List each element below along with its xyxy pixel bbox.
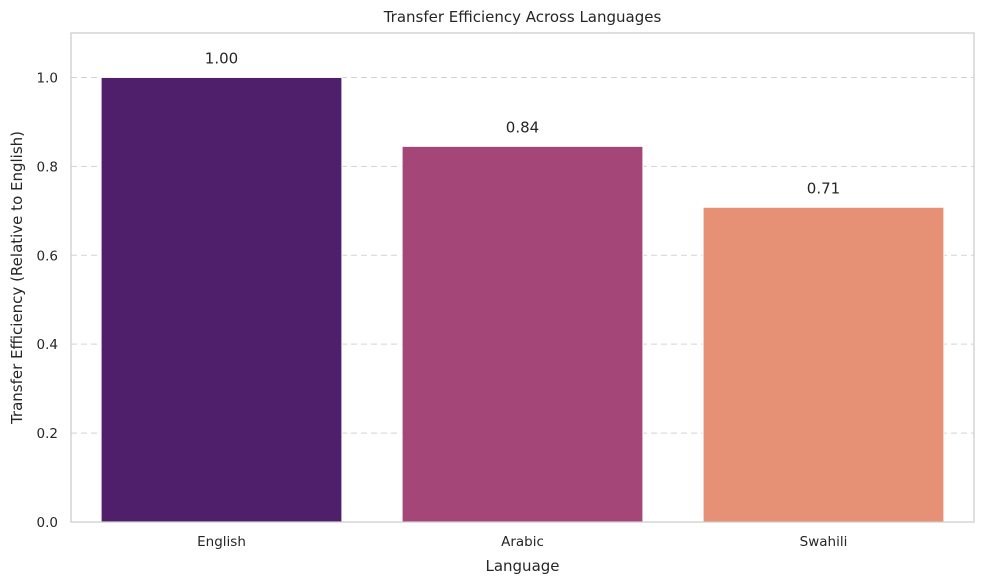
bar-swahili <box>702 206 945 523</box>
y-tick-label: 0.4 <box>37 337 58 353</box>
plot-frame <box>70 32 975 523</box>
x-tick-label: Swahili <box>800 534 848 550</box>
data-labels: 1.00 0.84 0.71 <box>205 49 840 197</box>
bar-english <box>100 76 343 523</box>
x-axis-label: Language <box>485 557 559 575</box>
data-label: 0.84 <box>506 118 539 136</box>
data-label: 1.00 <box>205 49 238 67</box>
x-tick-label: English <box>197 534 246 550</box>
y-tick-label: 0.2 <box>37 426 58 442</box>
bars <box>100 76 945 523</box>
x-tick-label: Arabic <box>501 534 544 550</box>
chart-title: Transfer Efficiency Across Languages <box>383 8 662 26</box>
data-label: 0.71 <box>807 179 840 197</box>
y-tick-label: 0.8 <box>37 159 58 175</box>
y-tick-label: 0.0 <box>37 515 58 531</box>
y-axis-ticks: 0.0 0.2 0.4 0.6 0.8 1.0 <box>37 70 58 531</box>
y-axis-label: Transfer Efficiency (Relative to English… <box>8 131 26 425</box>
y-tick-label: 1.0 <box>37 70 58 86</box>
bar-arabic <box>401 145 644 523</box>
y-tick-label: 0.6 <box>37 248 58 264</box>
x-axis-ticks: English Arabic Swahili <box>197 534 847 550</box>
